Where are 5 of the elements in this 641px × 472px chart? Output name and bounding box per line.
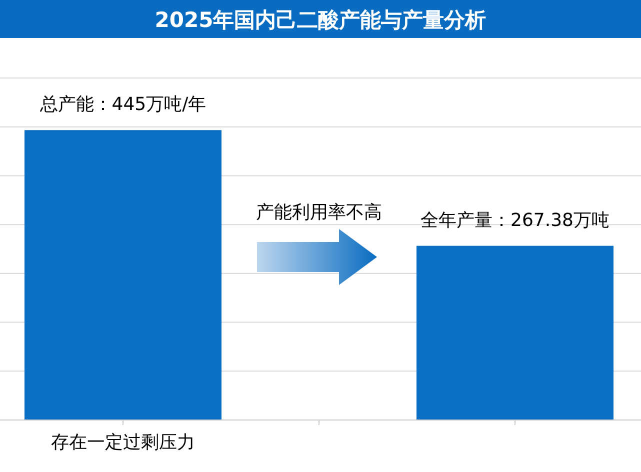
x-tick-label: 存在一定过剩压力 (51, 432, 195, 453)
data-label: 全年产量：267.38万吨 (420, 210, 610, 231)
data-label: 总产能：445万吨/年 (38, 94, 206, 116)
annotation: 产能利用率不高 (256, 202, 382, 223)
chart-title: 2025年国内己二酸产能与产量分析 (154, 8, 486, 32)
